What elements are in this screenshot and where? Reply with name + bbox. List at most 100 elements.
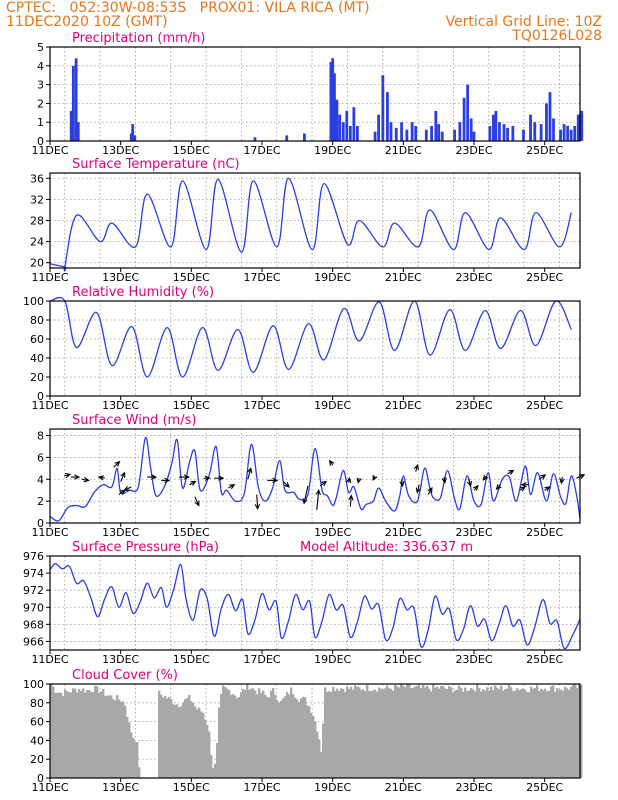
wind-arrow-head [254,503,261,511]
cloud-cover-bar [202,712,205,778]
precip-bar [434,110,438,141]
cloud-cover-bar [104,695,107,778]
cloud-cover-bar [504,689,507,778]
cloud-cover-bar [186,698,189,778]
wind-arrow-head [83,477,90,483]
wind-arrow-head [284,482,290,488]
rh-xtick-label: 23DEC [455,399,492,412]
cloud-cover-bar [352,689,355,778]
wind-arrow-head [302,498,308,505]
cloud-cover-bar [70,692,73,778]
cloud-cover-bar [210,754,213,778]
wind-arrow-head [151,474,158,480]
pressure-line [49,563,581,650]
wind-frame [49,428,581,524]
cloud-cover-bar [198,707,201,778]
cloud-cover-bar [464,687,467,778]
cloud-cover-bar [394,684,397,778]
cloud-xtick-label: 11DEC [31,781,68,794]
rh-xtick-label: 13DEC [102,399,139,412]
wind-arrow-head [183,474,190,480]
rh-panel: 0 20 40 60 80 100 11DEC 13DEC 15DEC 17DEC 19DEC 21D… [23,285,581,412]
wind-arrow-head [544,486,551,492]
cloud-cover-bar [466,691,469,778]
precip-bar [71,65,75,141]
cloud-cover-bar [444,688,447,778]
wind-arrow-head [218,475,225,481]
cloud-cover-bar [122,701,125,778]
cloud-cover-bar [442,685,445,778]
cloud-cover-bar [238,696,241,778]
precip-bar [559,129,562,141]
cloud-cover-bar [232,694,235,778]
wind-arrow-head [272,477,279,484]
cloud-cover-bar [260,693,263,778]
cloud-cover-bar [522,688,525,778]
cloud-cover-bar [300,698,303,778]
meteogram-panels: 0 1 2 3 4 5 11DEC 13DEC 15DEC 17DEC 19DEC 21DEC 23DE… [23,31,586,794]
wind-xtick-label: 19DEC [314,526,351,539]
cloud-cover-bar [390,688,393,778]
cloud-cover-bar [482,689,485,778]
cloud-cover-bar [236,698,239,778]
cloud-cover-bar [118,699,121,778]
precip-bar [453,129,456,141]
precip-bar [131,124,135,141]
precip-xtick-label: 15DEC [173,144,210,157]
precip-xtick-label: 21DEC [385,144,422,157]
wind-arrow-head [348,494,354,501]
wind-arrow-head [97,475,104,481]
temp-xtick-label: 23DEC [455,271,492,284]
header-station-info: CPTEC: 052:30W-08:53S PROX01: VILA RICA … [6,0,370,16]
precip-bar [498,122,501,141]
precip-ytick-label: 4 [37,60,44,73]
precip-bar [440,131,444,141]
cloud-cover-bar [54,692,57,778]
precip-bar [533,122,537,141]
cloud-cover-bar [430,691,433,778]
precip-ytick-label: 3 [37,79,44,92]
cloud-cover-bar [192,702,195,778]
cloud-cover-bar [572,684,575,778]
temp-xtick-label: 15DEC [173,271,210,284]
cloud-cover-bar [518,690,521,778]
cloud-cover-bar [526,692,529,778]
pres-title: Surface Pressure (hPa) [72,540,219,555]
wind-arrow-head [74,474,81,480]
cloud-cover-bar [432,684,435,778]
wind-speed-line [49,437,581,522]
cloud-cover-bar [220,694,223,778]
cloud-cover-bar [326,691,329,778]
cloud-cover-bar [494,685,497,778]
wind-arrow-head [356,477,362,484]
cloud-cover-bar [412,687,415,778]
cloud-cover-bar [106,695,109,778]
pres-ytick-label: 966 [23,635,44,648]
cloud-cover-bar [474,691,477,778]
cloud-cover-bar [216,743,219,778]
pres-ytick-label: 968 [23,618,44,631]
wind-arrow-head [372,474,378,481]
cloud-panel: 0 20 40 60 80 100 11DEC 13DEC 15DEC 17DEC 19DEC 21D… [23,668,583,794]
precip-bar [522,129,525,141]
temperature-line [49,177,572,272]
cloud-cover-bar [124,705,127,778]
cloud-cover-bar [280,700,283,778]
cloud-cover-bar [268,697,271,778]
cloud-cover-bar [580,684,583,778]
precip-bar [566,125,570,141]
cloud-cover-bar [376,691,379,778]
wind-arrow-head [229,484,236,490]
cloud-cover-bar [524,689,527,778]
cloud-cover-bar [488,690,491,778]
cloud-cover-bar [196,709,199,778]
precip-bar [466,84,470,141]
cloud-cover-bar [344,692,347,778]
cloud-cover-bar [402,685,405,778]
wind-ytick-label: 6 [37,451,44,464]
cloud-cover-bar [418,685,421,778]
cloud-cover-bar [60,693,63,778]
precip-bar [373,131,377,141]
precip-bar [576,114,580,141]
cloud-cover-bar [264,694,267,778]
